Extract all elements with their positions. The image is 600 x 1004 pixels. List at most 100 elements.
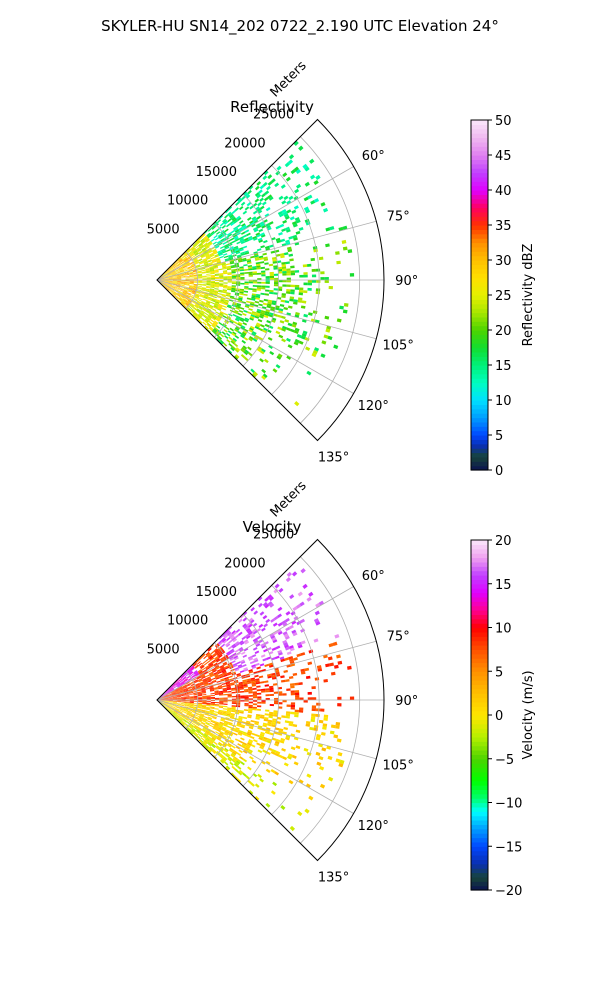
- echo-gate: [253, 773, 258, 777]
- echo-gate: [287, 273, 291, 275]
- echo-gate: [270, 272, 274, 274]
- echo-gate: [244, 709, 248, 711]
- range-tick-label: 5000: [147, 222, 180, 237]
- echo-gate: [232, 276, 236, 278]
- echo-gate: [232, 696, 236, 698]
- colorbar-segment: [471, 409, 488, 414]
- echo-gate: [222, 751, 226, 755]
- echo-gate: [350, 273, 354, 277]
- echo-gate: [307, 661, 312, 665]
- echo-gate: [265, 293, 269, 295]
- echo-gate: [240, 691, 244, 693]
- echo-gate: [242, 664, 247, 667]
- echo-gate: [232, 277, 236, 278]
- range-tick-label: 10000: [167, 614, 208, 629]
- echo-gate: [276, 364, 281, 369]
- colorbar-segment: [471, 229, 488, 234]
- colorbar-segment: [471, 439, 488, 444]
- echo-gate: [258, 229, 263, 233]
- colorbar-segment: [471, 400, 488, 405]
- echo-gate: [240, 761, 244, 765]
- echo-gate: [288, 236, 293, 240]
- colorbar-segment: [471, 641, 488, 646]
- echo-gate: [261, 272, 265, 274]
- echo-gate: [306, 773, 311, 778]
- colorbar-tick-label: 5: [495, 429, 503, 444]
- echo-gate: [213, 241, 217, 244]
- echo-gate: [231, 692, 235, 694]
- azimuth-tick-label: 135°: [318, 451, 349, 466]
- colorbar-segment: [471, 579, 488, 584]
- echo-gate: [210, 302, 214, 305]
- echo-gate: [320, 202, 325, 207]
- echo-gate: [248, 288, 252, 290]
- range-tick-label: 20000: [224, 136, 265, 151]
- echo-gate: [305, 182, 310, 187]
- colorbar-segment: [471, 768, 488, 773]
- echo-gate: [261, 287, 265, 289]
- echo-gate: [211, 238, 215, 241]
- echo-gate: [226, 223, 230, 227]
- colorbar-segment: [471, 308, 488, 313]
- echo-gate: [316, 762, 321, 766]
- echo-gate: [264, 262, 268, 265]
- echo-gate: [257, 696, 261, 698]
- colorbar-segment: [471, 859, 488, 864]
- echo-gate: [282, 269, 286, 272]
- echo-gate: [298, 591, 303, 596]
- echo-gate: [325, 243, 330, 247]
- echo-gate: [336, 654, 341, 658]
- echo-gate: [320, 271, 324, 274]
- azimuth-tick-label: 60°: [362, 569, 385, 584]
- echo-gate: [333, 345, 338, 350]
- echo-gate: [229, 762, 233, 766]
- echo-gate: [290, 266, 294, 269]
- echo-gate: [343, 246, 348, 250]
- echo-gate: [294, 205, 299, 209]
- echo-gate: [264, 664, 269, 667]
- echo-gate: [288, 323, 293, 327]
- colorbar-segment: [471, 238, 488, 243]
- echo-gate: [265, 803, 270, 808]
- echo-gate: [273, 683, 277, 686]
- colorbar-segment: [471, 313, 488, 318]
- colorbar-segment: [471, 759, 488, 764]
- echo-gate: [286, 338, 291, 342]
- echo-gate: [282, 220, 287, 224]
- azimuth-tick-label: 120°: [358, 819, 389, 834]
- colorbar-tick-label: 5: [495, 665, 503, 680]
- echo-gate: [212, 308, 216, 311]
- echo-gate: [319, 766, 324, 770]
- echo-gate: [264, 680, 268, 683]
- echo-gate: [282, 284, 286, 286]
- echo-gate: [288, 344, 293, 348]
- echo-gate: [198, 698, 202, 699]
- azimuth-tick-label: 60°: [362, 149, 385, 164]
- echo-gate: [223, 276, 227, 277]
- echo-gate: [232, 274, 236, 276]
- colorbar-segment: [471, 181, 488, 186]
- echo-gate: [316, 280, 320, 283]
- echo-gate: [282, 273, 286, 275]
- echo-gate: [243, 294, 247, 296]
- colorbar-segment: [471, 838, 488, 843]
- echo-gate: [233, 733, 237, 736]
- echo-gate: [342, 240, 347, 244]
- echo-gate: [226, 333, 230, 337]
- colorbar-segment: [471, 194, 488, 199]
- colorbar-segment: [471, 444, 488, 449]
- echo-gate: [277, 166, 282, 171]
- echo-gate: [290, 683, 294, 686]
- colorbar-segment: [471, 715, 488, 720]
- echo-gate: [278, 588, 283, 593]
- echo-gate: [270, 704, 274, 706]
- echo-gate: [238, 313, 242, 316]
- echo-gate: [291, 746, 296, 750]
- echo-gate: [219, 698, 223, 699]
- echo-gate: [313, 180, 318, 185]
- echo-gate: [201, 270, 205, 272]
- echo-gate: [328, 656, 333, 660]
- echo-gate: [245, 697, 249, 699]
- echo-gate: [263, 615, 268, 619]
- echo-gate: [261, 369, 266, 374]
